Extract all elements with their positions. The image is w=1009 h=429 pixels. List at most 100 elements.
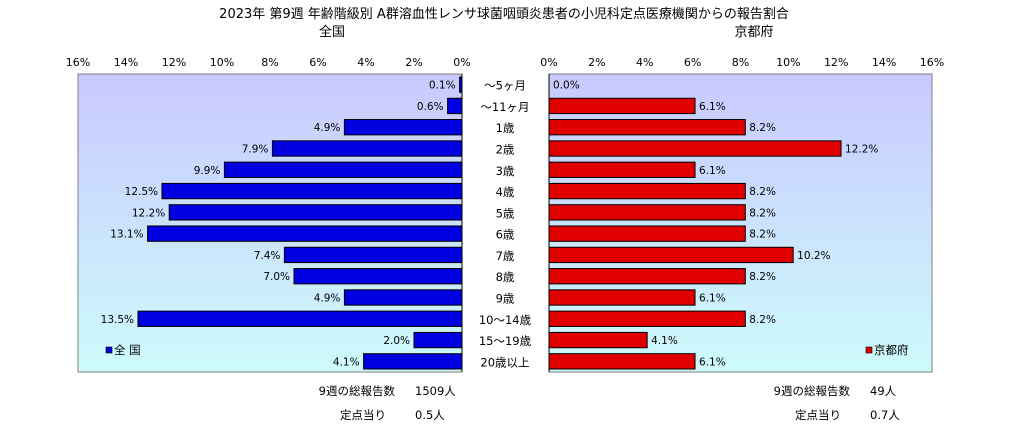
left-data-label: 7.0% [263,271,290,283]
right-bar-9 [548,268,746,285]
left-data-label: 12.5% [125,186,158,198]
right-x-tick-label: 0% [540,56,557,69]
category-label: 7歳 [496,249,515,263]
category-label: 4歳 [496,185,515,199]
category-label: 3歳 [496,164,515,178]
left-bar-10 [343,289,463,306]
right-data-label: 10.2% [797,250,830,262]
right-bar-3 [548,140,842,157]
category-label: 5歳 [496,206,515,220]
category-label: 15～19歳 [479,334,532,348]
left-data-label: 7.9% [242,144,269,156]
category-label: 9歳 [496,292,515,306]
category-label: 2歳 [496,143,515,157]
left-data-label: 0.1% [429,80,456,92]
right-data-label: 0.0% [553,80,580,92]
left-data-label: 4.1% [333,356,360,368]
right-subtitle: 京都府 [734,25,773,40]
category-label: ～11ヶ月 [480,100,529,114]
left-x-tick-label: 14% [114,56,138,69]
right-data-label: 6.1% [699,101,726,113]
left-legend-swatch [105,346,113,354]
left-data-label: 0.6% [417,101,444,113]
left-bar-0 [459,76,463,93]
category-label: ～5ヶ月 [484,79,526,93]
right-x-tick-label: 2% [588,56,605,69]
right-legend-swatch [865,346,873,354]
left-bar-8 [283,246,463,264]
right-data-label: 8.2% [749,207,776,219]
right-bar-10 [548,289,696,306]
right-bar-7 [548,225,746,242]
left-bar-12 [413,331,463,349]
right-summary-total-value: 49人 [870,384,897,398]
left-subtitle: 全国 [319,24,345,40]
left-x-tick-label: 10% [210,56,234,69]
right-panel-kyoto: 京都府 0% 2% 4% 6% 8% 10% 12% 14% 16% 0.0% 6.1% 8.2% 12.… [540,25,944,422]
left-data-label: 13.1% [110,229,143,241]
right-data-label: 8.2% [749,314,776,326]
left-bar-6 [168,204,463,221]
category-label: 6歳 [496,228,515,242]
left-bar-7 [147,225,463,242]
right-x-tick-label: 6% [684,56,701,69]
right-x-tick-label: 8% [732,56,749,69]
right-bar-12 [548,331,648,349]
right-legend-label: 京都府 [874,343,909,357]
right-data-label: 6.1% [699,293,726,305]
left-legend-label: 全 国 [114,343,141,357]
left-data-label: 13.5% [101,314,134,326]
right-x-tick-label: 14% [872,56,896,69]
left-panel-national: 全国 16% 14% 12% 10% 8% 6% 4% 2% 0% 0.1% 0.6% 4.9% 7.9%… [66,24,471,422]
left-bar-5 [161,182,463,200]
left-bar-1 [447,97,463,115]
left-bar-4 [223,161,463,178]
left-bar-13 [363,353,463,370]
right-summary-total-label: 9週の総報告数 [774,384,851,398]
left-data-label: 4.9% [314,293,341,305]
category-labels: ～5ヶ月 ～11ヶ月 1歳 2歳 3歳 4歳 5歳 6歳 7歳 8歳 9歳 10～14歳 15～19歳 2… [479,79,532,370]
left-summary-per-label: 定点当り [340,408,386,422]
right-x-tick-label: 4% [636,56,653,69]
left-data-label: 7.4% [254,250,281,262]
category-label: 20歳以上 [480,355,529,369]
right-data-label: 12.2% [845,144,878,156]
right-bar-1 [548,97,696,115]
left-x-tick-label: 4% [357,56,374,69]
left-data-label: 9.9% [194,165,221,177]
left-x-tick-label: 6% [309,56,326,69]
left-bar-9 [293,268,463,285]
category-label: 8歳 [496,270,515,284]
right-bar-13 [548,353,696,370]
left-x-tick-label: 12% [162,56,186,69]
right-x-tick-label: 16% [920,56,944,69]
category-label: 1歳 [496,121,515,135]
right-data-label: 6.1% [699,356,726,368]
right-data-label: 4.1% [651,335,678,347]
right-bar-6 [548,204,746,221]
category-label: 10～14歳 [479,313,532,327]
left-data-label: 2.0% [383,335,410,347]
left-bar-2 [343,119,463,136]
right-bar-4 [548,161,696,178]
left-plot-area [77,73,463,373]
left-x-tick-label: 8% [261,56,278,69]
right-bar-8 [548,246,794,264]
right-data-label: 8.2% [749,229,776,241]
left-x-tick-label: 16% [66,56,90,69]
left-bar-11 [137,310,463,327]
right-summary-per-label: 定点当り [795,408,841,422]
right-data-label: 8.2% [749,122,776,134]
right-x-tick-label: 10% [776,56,800,69]
right-plot-area [548,73,933,373]
right-bar-11 [548,310,746,327]
left-x-tick-label: 0% [453,56,470,69]
right-summary-per-value: 0.7人 [870,408,900,422]
left-x-tick-label: 2% [405,56,422,69]
left-summary-total-value: 1509人 [415,384,456,398]
right-bar-5 [548,182,746,200]
left-summary-total-label: 9週の総報告数 [319,384,396,398]
left-bar-3 [271,140,463,157]
